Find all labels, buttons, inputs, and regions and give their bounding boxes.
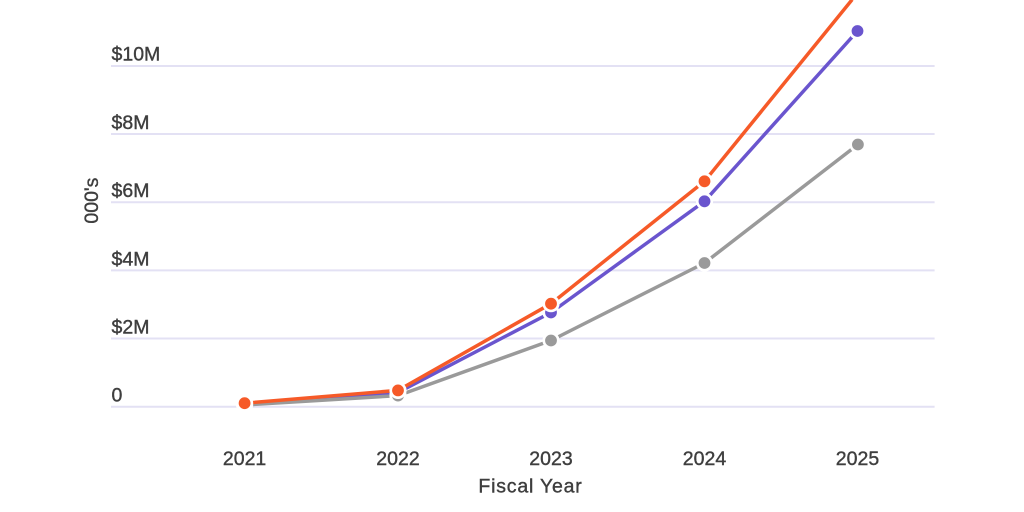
svg-text:Fiscal Year: Fiscal Year	[478, 475, 582, 497]
svg-text:000's: 000's	[81, 177, 103, 223]
svg-text:$10M: $10M	[112, 44, 161, 66]
svg-text:$6M: $6M	[112, 180, 150, 202]
svg-text:2021: 2021	[223, 448, 266, 470]
svg-text:$8M: $8M	[112, 112, 150, 134]
svg-text:$2M: $2M	[112, 317, 150, 339]
svg-text:2025: 2025	[836, 448, 880, 470]
svg-text:2024: 2024	[683, 448, 727, 470]
svg-text:0: 0	[112, 385, 123, 407]
svg-text:$4M: $4M	[112, 248, 150, 270]
svg-text:2022: 2022	[376, 448, 419, 470]
svg-text:2023: 2023	[529, 448, 572, 470]
